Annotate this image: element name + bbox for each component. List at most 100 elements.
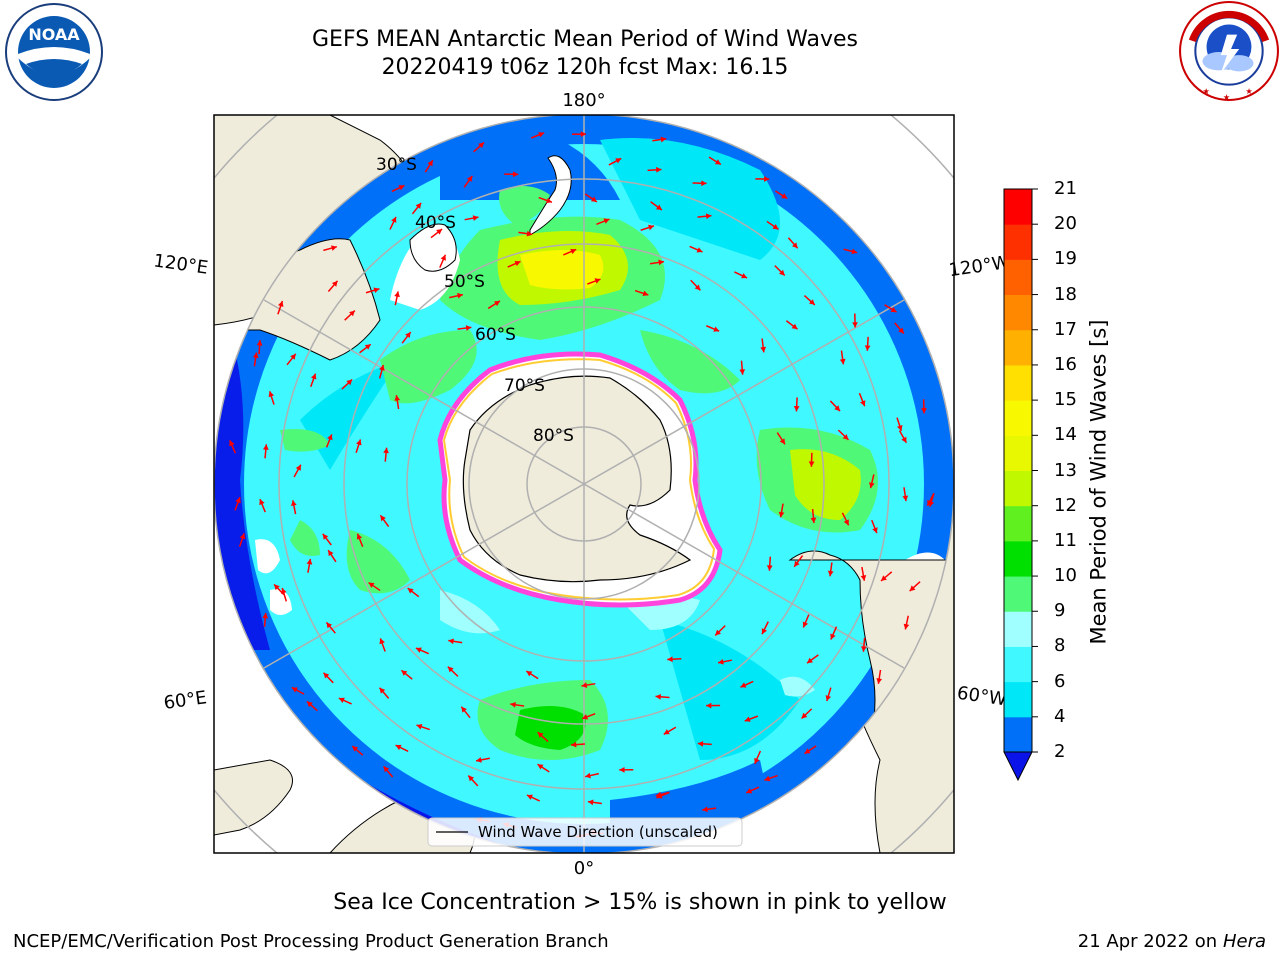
footer-date-text: 21 Apr 2022 on (1077, 931, 1223, 952)
lat-label-30s: 30°S (376, 155, 417, 175)
wave-arrow-head (898, 327, 904, 334)
wave-arrow-head (860, 646, 867, 652)
wave-arrow-head (407, 588, 414, 594)
colorbar-tick-label: 15 (1054, 389, 1077, 411)
lon-label-180: 180° (562, 90, 605, 111)
wave-arrow-head (379, 638, 385, 645)
wave-arrow-head (793, 406, 800, 412)
colorbar-tick-label: 21 (1054, 178, 1077, 199)
wave-arrow-head (379, 687, 386, 694)
wave-arrow-head (352, 746, 359, 752)
wave-arrow-head (921, 407, 927, 414)
colorbar-segment (1004, 611, 1032, 647)
wave-arrow-head (876, 678, 883, 684)
wave-arrow-head (603, 218, 610, 224)
wave-arrow-head (398, 185, 405, 191)
wave-arrow-head (494, 300, 501, 307)
wave-arrow-head (405, 332, 411, 339)
wave-arrow-head (256, 340, 263, 346)
wave-arrow-head (663, 729, 670, 735)
wave-arrow-head (537, 732, 544, 738)
wave-arrow-head (546, 197, 552, 204)
legend-label: Wind Wave Direction (unscaled) (478, 823, 718, 841)
wave-arrow-head (827, 570, 834, 577)
wave-arrow-head (656, 793, 663, 799)
lon-label-60w: 60°W (956, 683, 1008, 711)
wave-arrow-head (514, 260, 521, 267)
wave-arrow-head (310, 373, 317, 380)
colorbar-tick-label: 16 (1054, 353, 1077, 375)
svg-text:NOAA: NOAA (28, 25, 80, 44)
wave-arrow-head (274, 584, 280, 591)
svg-text:★: ★ (1223, 92, 1230, 102)
wave-arrow-head (391, 216, 397, 223)
wave-arrow-head (869, 482, 875, 489)
wave-arrow-head (590, 196, 597, 202)
wave-arrow-head (461, 706, 467, 713)
wave-arrow-head (427, 160, 433, 167)
map-frame (213, 114, 955, 854)
wave-arrow-head (802, 621, 809, 628)
wave-arrow-head (761, 628, 767, 635)
wave-arrow-head (580, 131, 587, 138)
wave-arrow-head (852, 322, 858, 328)
colorbar-tick-label: 14 (1054, 424, 1077, 446)
wave-arrow-head (902, 495, 909, 502)
wave-arrow-head (660, 136, 667, 143)
chart-subtitle: 20220419 t06z 120h fcst Max: 16.15 (381, 55, 789, 80)
colorbar-tick-label: 4 (1054, 705, 1066, 727)
wave-arrow-head (746, 788, 753, 794)
colorbar-tick-label: 6 (1054, 670, 1066, 692)
nws-logo: ★ ★ ★ (1179, 1, 1279, 102)
wave-arrow-head (807, 657, 813, 664)
wave-arrow-head (706, 702, 712, 709)
wave-arrow-head (715, 629, 722, 636)
wave-arrow-head (570, 741, 577, 748)
wave-arrow-head (401, 670, 408, 676)
footer-credit: NCEP/EMC/Verification Post Processing Pr… (13, 931, 609, 952)
wave-arrow-head (772, 223, 779, 230)
wave-arrow-head (655, 204, 662, 210)
wave-arrow-head (779, 438, 785, 445)
chart-title: GEFS MEAN Antarctic Mean Period of Wind … (312, 27, 858, 52)
colorbar-segment (1004, 576, 1032, 612)
wave-arrow-head (440, 254, 446, 261)
wave-arrow-head (331, 245, 337, 251)
wave-arrow-head (851, 248, 858, 255)
wave-arrow-head (658, 259, 664, 266)
wave-arrow-head (291, 687, 298, 693)
wind-wave-arrows (229, 131, 935, 839)
wave-arrow-head (468, 775, 475, 782)
wave-arrow-head (268, 391, 275, 398)
colorbar-tick-label: 20 (1054, 213, 1077, 235)
wave-arrow-head (510, 701, 516, 708)
wave-arrow-head (655, 693, 661, 700)
wave-arrow-head (881, 575, 887, 581)
wave-arrow-head (810, 517, 817, 524)
colorbar-tick-label: 11 (1054, 529, 1077, 551)
colorbar-tick-label: 10 (1054, 565, 1077, 587)
wave-arrow-head (839, 358, 846, 365)
wave-arrow-head (472, 215, 479, 221)
graticule (214, 115, 954, 853)
wave-arrow-head (834, 405, 841, 412)
svg-text:★: ★ (1245, 86, 1252, 96)
lat-label-50s: 50°S (444, 272, 485, 292)
colorbar-segment (1004, 435, 1032, 471)
colorbar-tick-label: 9 (1054, 600, 1066, 622)
wave-arrow-head (702, 806, 708, 813)
wave-arrow-head (259, 499, 265, 506)
colorbar-segment (1004, 259, 1032, 296)
colorbar-segment (1004, 540, 1032, 577)
wave-arrow-head (323, 672, 330, 679)
colorbar-tick-label: 17 (1054, 318, 1077, 340)
wave-arrow-head (379, 364, 385, 371)
map-area: Wind Wave Direction (unscaled) (214, 115, 954, 853)
colorbar-tick-label: 13 (1054, 459, 1077, 481)
lon-label-120w: 120°W (947, 252, 1011, 281)
wave-arrow-head (416, 724, 423, 730)
wave-arrow-head (903, 623, 910, 630)
wave-arrow-head (656, 166, 662, 173)
wave-arrow-head (713, 326, 720, 332)
wave-arrow-head (537, 764, 544, 770)
